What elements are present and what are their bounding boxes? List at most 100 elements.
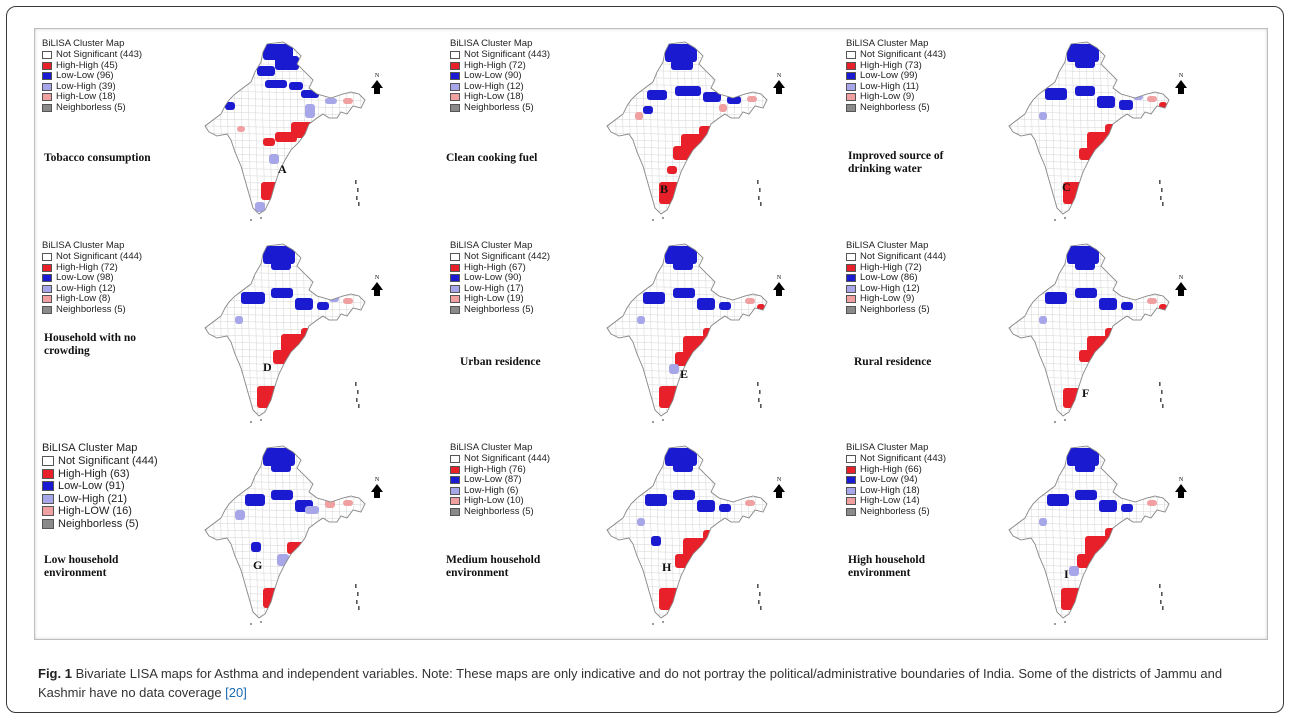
variable-label: Urban residence xyxy=(460,356,541,368)
legend-swatch-low-low xyxy=(846,476,856,485)
legend-label: Not Significant (442) xyxy=(464,251,551,263)
legend-item: Low-Low (91) xyxy=(42,480,158,493)
cluster-patch-low-low xyxy=(673,462,693,472)
legend-swatch-high-low xyxy=(450,497,460,506)
island-mark xyxy=(358,606,360,610)
legend-swatch-low-low xyxy=(846,274,856,283)
map-panel-i: BiLISA Cluster Map Not Significant (443) H… xyxy=(842,436,1242,633)
legend-title: BiLISA Cluster Map xyxy=(450,442,533,453)
india-cluster-map: N xyxy=(1008,445,1187,625)
north-arrow-icon: N xyxy=(773,477,785,498)
reference-link[interactable]: [20] xyxy=(225,685,247,700)
legend-label: High-High (73) xyxy=(860,59,922,71)
legend-item: Low-Low (94) xyxy=(846,475,946,486)
legend-title: BiLISA Cluster Map xyxy=(42,240,125,251)
legend-item: High-Low (14) xyxy=(846,496,946,507)
cluster-patch-low-low xyxy=(1045,88,1067,100)
cluster-patch-low-low xyxy=(665,246,697,264)
legend-swatch-low-high xyxy=(846,486,856,495)
legend-label: Not Significant (443) xyxy=(860,453,947,465)
cluster-patch-low-low xyxy=(271,288,293,298)
cluster-patch-low-low xyxy=(673,288,695,298)
cluster-patch-low-high xyxy=(1039,316,1047,324)
legend-swatch-not-significant xyxy=(42,253,52,262)
island-mark xyxy=(757,584,759,588)
legend-item: Low-High (21) xyxy=(42,493,158,506)
variable-label: Low household environment xyxy=(44,554,119,579)
legend-item: High-High (72) xyxy=(450,60,550,72)
legend-label: High-High (76) xyxy=(464,463,526,475)
island-mark xyxy=(1159,584,1161,588)
cluster-patch-low-low xyxy=(1067,246,1099,264)
island-mark xyxy=(1064,419,1066,421)
cluster-patch-low-high xyxy=(305,104,315,118)
legend-item: Neighborless (5) xyxy=(450,101,550,114)
legend-label: Low-High (12) xyxy=(860,282,920,294)
legend-label: Low-Low (98) xyxy=(56,272,114,284)
legend-swatch-not-significant xyxy=(846,51,856,60)
india-cluster-map: N xyxy=(204,41,383,221)
legend-item: Low-High (17) xyxy=(450,282,550,295)
north-arrow-icon: N xyxy=(773,275,785,296)
island-mark xyxy=(1161,188,1163,192)
cluster-patch-low-low xyxy=(1075,490,1097,500)
island-mark xyxy=(1162,404,1164,408)
legend-swatch-not-significant xyxy=(42,51,52,60)
island-mark xyxy=(355,584,357,588)
legend-label: Low-Low (91) xyxy=(58,480,125,493)
legend-title: BiLISA Cluster Map xyxy=(846,38,929,49)
legend-label: High-High (67) xyxy=(464,261,526,273)
caption-text: Bivariate LISA maps for Asthma and indep… xyxy=(38,666,1223,700)
cluster-patch-low-low xyxy=(271,260,291,270)
island-mark xyxy=(1159,180,1161,184)
cluster-patch-high-high xyxy=(703,328,719,338)
variable-label: Medium household environment xyxy=(446,554,541,579)
island-mark xyxy=(662,621,664,623)
legend-label: Neighborless (5) xyxy=(860,505,930,517)
cluster-patch-low-low xyxy=(645,494,667,506)
island-mark xyxy=(759,390,761,394)
cluster-patch-low-low xyxy=(1075,86,1095,96)
legend-item: High-LOW (16) xyxy=(42,505,158,518)
legend-item: High-High (63) xyxy=(42,468,158,481)
legend-label: High-High (63) xyxy=(58,467,130,480)
cluster-patch-low-low xyxy=(257,66,275,76)
legend-label: Not Significant (444) xyxy=(56,251,143,263)
legend-item: Low-High (11) xyxy=(846,80,946,93)
legend-swatch-high-high xyxy=(450,263,460,272)
north-arrow-icon: N xyxy=(1175,477,1187,498)
legend-item: Neighborless (5) xyxy=(42,304,142,316)
legend-label: Low-High (12) xyxy=(464,80,524,92)
legend-swatch-high-low xyxy=(450,295,460,304)
legend-label: Low-High (11) xyxy=(860,80,919,92)
legend-swatch-neighborless xyxy=(450,507,460,516)
legend-swatch-neighborless xyxy=(846,103,856,112)
cluster-patch-high-low xyxy=(635,112,643,120)
panel-letter: C xyxy=(1062,180,1071,194)
legend-label: High-High (66) xyxy=(860,463,922,475)
legend-label: Low-Low (94) xyxy=(860,474,918,486)
variable-label: Household with no crowding xyxy=(44,332,137,357)
cluster-patch-low-high xyxy=(235,510,245,520)
legend-item: High-High (66) xyxy=(846,463,946,476)
svg-text:N: N xyxy=(1179,73,1184,79)
legend-label: Neighborless (5) xyxy=(464,101,534,113)
legend-label: Low-High (17) xyxy=(464,282,524,294)
cluster-patch-low-low xyxy=(317,302,329,310)
cluster-legend: BiLISA Cluster Map Not Significant (443) H… xyxy=(846,442,946,517)
cluster-patch-high-high xyxy=(1079,148,1099,160)
legend-label: Not Significant (444) xyxy=(860,251,947,263)
island-mark xyxy=(1162,202,1164,206)
cluster-patch-low-low xyxy=(1067,44,1099,62)
svg-text:N: N xyxy=(1179,275,1184,281)
legend-label: Neighborless (5) xyxy=(860,101,930,113)
legend-swatch-high-low xyxy=(42,93,52,102)
legend-label: Low-High (21) xyxy=(58,492,128,505)
cluster-patch-low-low xyxy=(1099,298,1117,310)
legend-label: Low-Low (99) xyxy=(860,70,918,82)
india-cluster-map: N xyxy=(204,445,383,625)
island-mark xyxy=(757,382,759,386)
legend-label: Not Significant (444) xyxy=(58,455,158,468)
panel-letter: I xyxy=(1064,567,1069,581)
legend-item: High-Low (9) xyxy=(846,294,946,305)
